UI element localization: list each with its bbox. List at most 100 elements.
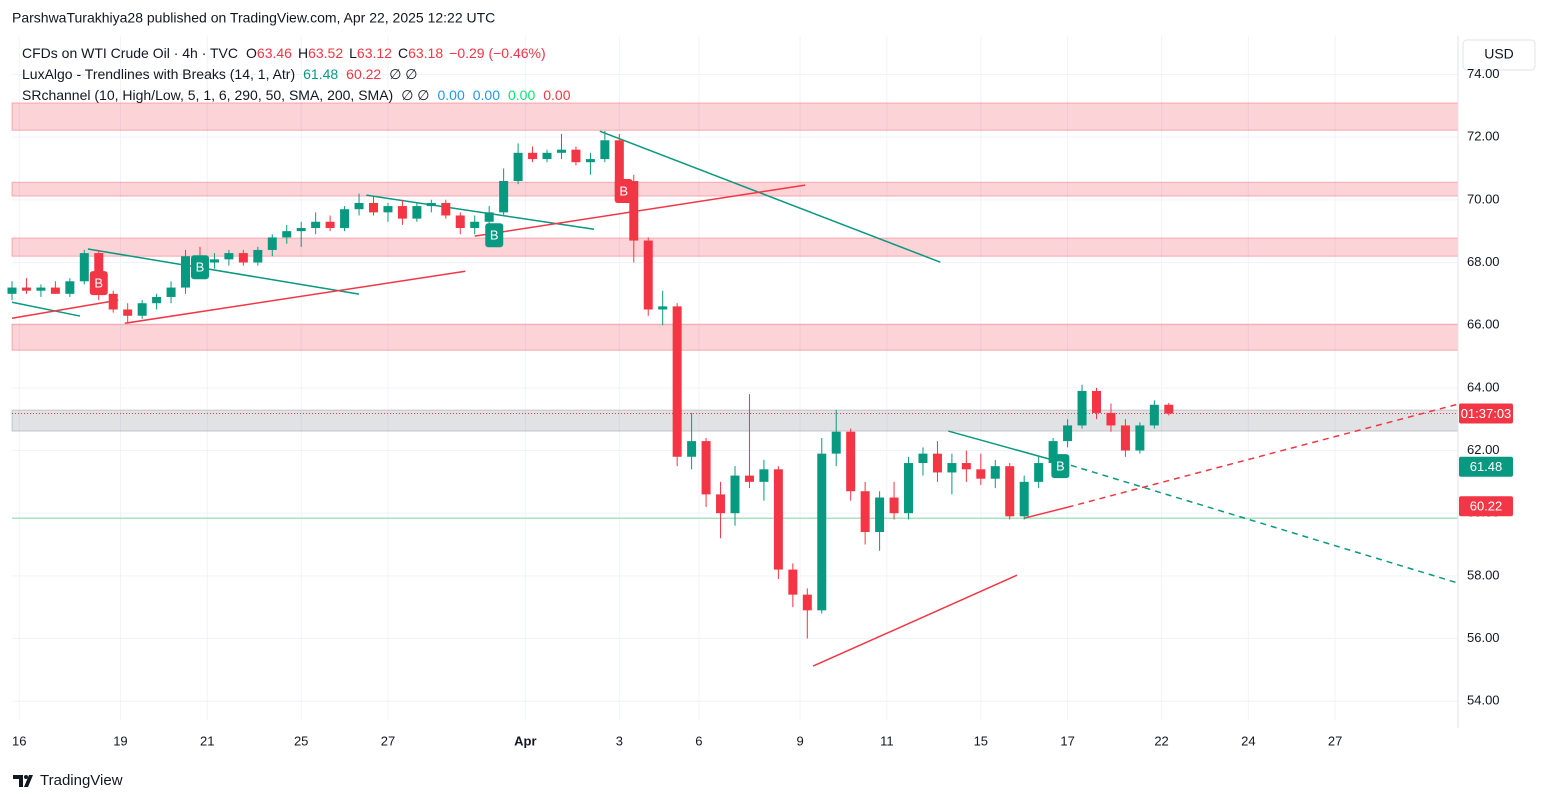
candle-body [1120,425,1130,451]
currency: USD [1484,46,1514,62]
candle-body [556,149,566,153]
x-tick-label: 24 [1241,733,1255,748]
candle-body [773,469,783,570]
y-tick-label: 64.00 [1467,379,1500,394]
candle-body [961,463,971,470]
ohlc-value: 63.18 [408,45,443,61]
y-tick-label: 72.00 [1467,129,1500,144]
ohlc-value: 63.46 [257,45,292,61]
trendline [11,301,81,317]
indicator-value: 60.22 [346,66,381,82]
candle-body [383,206,393,213]
signal-label: B [490,228,499,243]
ohlc-label: L [349,45,357,61]
candle-body [499,181,509,213]
signal-label: B [1056,459,1065,474]
x-tick-label: 6 [695,733,702,748]
countdown-badge-label: 01:37:03 [1461,406,1512,421]
candle-body [846,431,856,492]
x-tick-label: 25 [294,733,308,748]
candle-body [354,202,364,210]
trendline [11,299,119,320]
x-tick-label: 17 [1060,733,1074,748]
candle-body [1005,466,1015,517]
ohlc-label: O [246,45,257,61]
candle-body [296,228,306,232]
candle-body [209,259,219,263]
candle-body [123,309,133,316]
change: −0.29 (−0.46%) [449,45,546,61]
candle-body [585,159,595,163]
candle-body [1077,390,1087,426]
candle-body [542,152,552,160]
candle-body [672,306,682,457]
candle-body [788,569,798,595]
candle-body [976,469,986,479]
indicator-name: SRchannel (10, High/Low, 5, 1, 6, 290, 5… [22,87,393,103]
candle-body [701,441,711,495]
indicator-value: 0.00 [508,87,535,103]
ohlc-label: H [298,45,308,61]
plot-area: B B B B B [7,36,1459,720]
signal-label: B [196,260,205,275]
sr-zone [11,323,1459,351]
indicator-extra: ∅ ∅ [389,66,417,82]
candle-body [889,497,899,514]
legend-indicator-line: LuxAlgo - Trendlines with Breaks (14, 1,… [22,66,418,82]
signal-label: B [94,276,103,291]
trendline [1024,506,1068,519]
x-tick-label: 16 [12,733,26,748]
indicator-badge-label: 60.22 [1470,499,1503,514]
y-tick-label: 68.00 [1467,254,1500,269]
candle-body [1034,463,1044,482]
x-tick-label: 27 [381,733,395,748]
candle-body [108,293,118,310]
indicator-value: 0.00 [543,87,570,103]
candle-body [1092,390,1101,413]
brand: TradingView [40,772,123,789]
candle-body [932,453,942,473]
x-tick-label: 21 [200,733,214,748]
trendline [474,184,806,237]
brand-logo [13,775,33,787]
candle-body [65,281,75,294]
candle-body [152,296,162,304]
ohlc-value: 63.12 [357,45,392,61]
candle-body [802,594,812,611]
candle-body [311,221,321,229]
signal-badge [89,271,108,296]
candle-body [412,206,422,219]
candle-body [513,152,523,182]
candle-body [687,441,697,457]
candle-body [860,491,870,532]
candle-body [50,287,60,294]
countdown-badge [1459,403,1513,424]
signal-label: B [619,183,628,198]
indicator-badge-label: 61.48 [1470,459,1503,474]
ohlc-label: C [398,45,408,61]
candle-body [340,209,350,229]
candle-body [571,149,581,163]
indicator-value: 61.48 [303,66,338,82]
candle-body [426,202,436,207]
candle-body [629,181,639,241]
candle-body [7,287,17,294]
candle-body [21,287,31,291]
candle-body [1063,425,1073,442]
candle-body [325,221,335,229]
trendline [1060,461,1459,584]
currency-box[interactable] [1462,39,1536,71]
publish-header: ParshwaTurakhiya28 published on TradingV… [12,10,495,26]
indicator-name: LuxAlgo - Trendlines with Breaks (14, 1,… [22,66,295,82]
candle-body [253,249,263,263]
candle-body [643,240,653,310]
candle-body [904,463,914,514]
indicator-badge [1459,456,1513,477]
candle-body [990,466,1000,479]
candle-body [1149,404,1159,426]
y-tick-label: 74.00 [1467,66,1500,81]
signal-badge [485,223,504,248]
candle-body [528,152,538,160]
